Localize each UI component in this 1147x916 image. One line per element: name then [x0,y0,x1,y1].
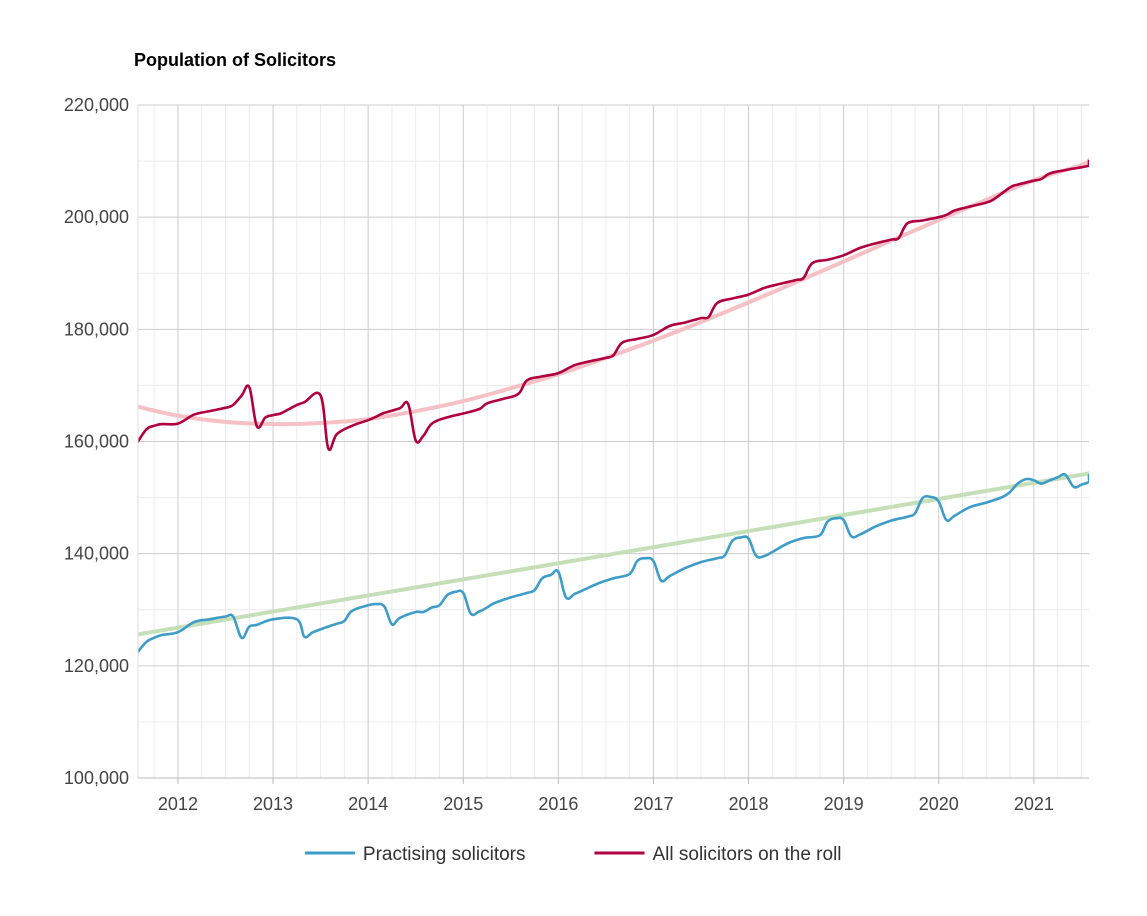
x-tick-label: 2012 [158,794,198,814]
legend-label: Practising solicitors [363,844,526,865]
legend-item[interactable]: Practising solicitors [304,844,526,865]
x-tick-label: 2015 [443,794,483,814]
y-tick-label: 140,000 [64,544,129,564]
trend-line [138,158,1089,427]
series-line [138,159,1089,452]
y-tick-label: 120,000 [64,656,129,676]
y-tick-label: 160,000 [64,432,129,452]
trend-lines [138,158,1089,637]
axes: 100,000 120,000 140,000 160,000 180,000 200,0… [64,95,1089,814]
x-tick-label: 2018 [729,794,769,814]
y-tick-label: 220,000 [64,95,129,115]
y-tick-label: 200,000 [64,207,129,227]
x-tick-label: 2014 [348,794,388,814]
chart-title: Population of Solicitors [134,50,336,70]
x-tick-label: 2021 [1014,794,1054,814]
x-tick-label: 2020 [919,794,959,814]
x-tick-label: 2017 [633,794,673,814]
grid [138,104,1089,778]
series-line [138,472,1089,654]
legend: Practising solicitors All solicitors on t… [304,844,842,865]
series-lines [138,159,1089,654]
y-tick-label: 100,000 [64,768,129,788]
x-tick-label: 2016 [538,794,578,814]
x-tick-label: 2019 [824,794,864,814]
trend-line [138,471,1089,637]
legend-item[interactable]: All solicitors on the roll [594,844,842,865]
legend-label: All solicitors on the roll [653,844,842,865]
y-tick-label: 180,000 [64,319,129,339]
x-tick-label: 2013 [253,794,293,814]
